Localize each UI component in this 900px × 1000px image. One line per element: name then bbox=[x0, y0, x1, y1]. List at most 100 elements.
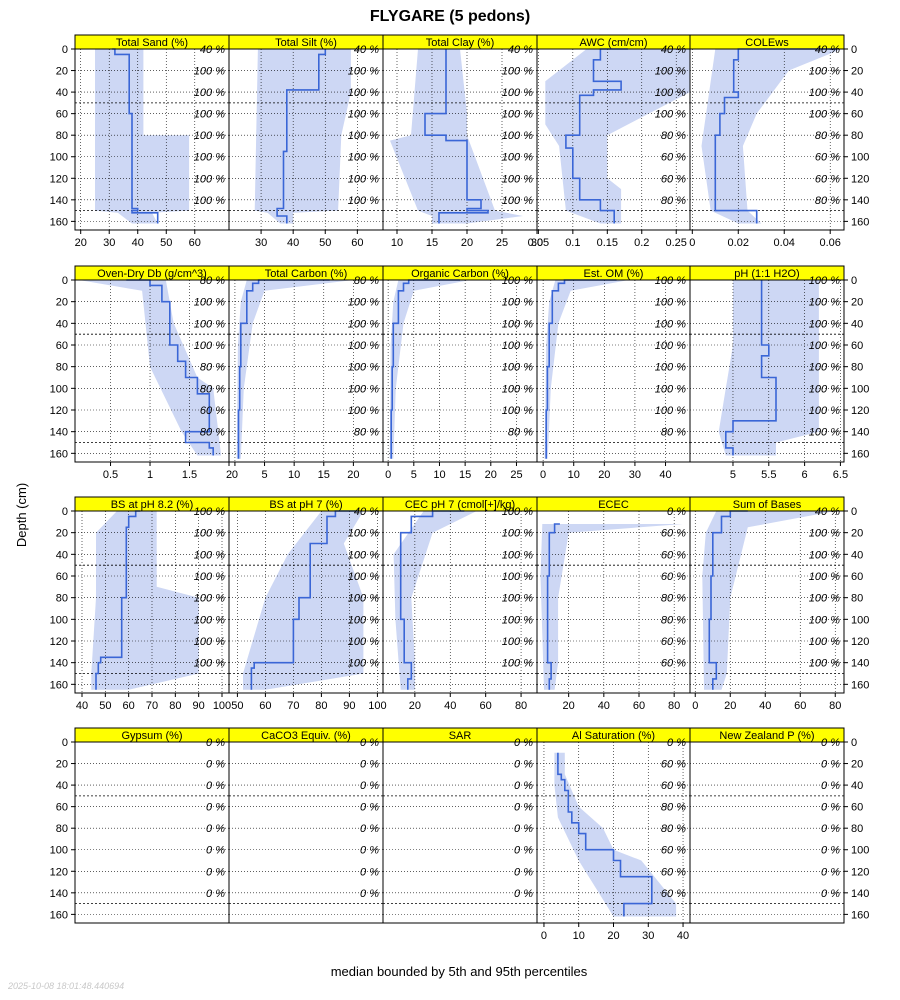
median-line bbox=[714, 48, 838, 224]
pct-label: 100 % bbox=[502, 549, 533, 561]
pct-label: 0 % bbox=[514, 888, 533, 900]
y-tick-label: 160 bbox=[50, 679, 68, 691]
pct-label: 40 % bbox=[354, 506, 379, 518]
pct-label: 100 % bbox=[348, 549, 379, 561]
x-tick-label: 50 bbox=[231, 700, 243, 712]
panel-title: ECEC bbox=[598, 499, 629, 511]
y-tick-label: 100 bbox=[50, 152, 68, 164]
pct-label: 100 % bbox=[502, 340, 533, 352]
y-tick-label: 60 bbox=[851, 571, 863, 583]
pct-label: 0 % bbox=[821, 737, 840, 749]
y-tick-label: 80 bbox=[851, 593, 863, 605]
y-tick-label: 0 bbox=[851, 44, 857, 56]
pct-label: 100 % bbox=[809, 658, 840, 670]
pct-label: 100 % bbox=[502, 109, 533, 121]
panel-title: Organic Carbon (%) bbox=[411, 268, 509, 280]
pct-label: 100 % bbox=[655, 275, 686, 287]
x-tick-label: 0.05 bbox=[528, 237, 549, 249]
y-tick-label: 160 bbox=[50, 216, 68, 228]
pct-label: 100 % bbox=[502, 152, 533, 164]
pct-label: 100 % bbox=[809, 528, 840, 540]
x-tick-label: 60 bbox=[259, 700, 271, 712]
median-line bbox=[399, 510, 465, 690]
pct-label: 100 % bbox=[194, 593, 225, 605]
x-tick-label: 30 bbox=[531, 237, 543, 249]
x-tick-label: 10 bbox=[288, 469, 300, 481]
x-tick-label: 5 bbox=[261, 469, 267, 481]
pct-label: 100 % bbox=[502, 658, 533, 670]
pct-label: 100 % bbox=[809, 549, 840, 561]
x-tick-label: 100 bbox=[213, 700, 231, 712]
pct-label: 80 % bbox=[661, 130, 686, 142]
pct-label: 100 % bbox=[809, 318, 840, 330]
panel-title: BS at pH 7 (%) bbox=[269, 499, 342, 511]
pct-label: 100 % bbox=[348, 614, 379, 626]
y-tick-label: 40 bbox=[56, 780, 68, 792]
pct-label: 100 % bbox=[502, 506, 533, 518]
pct-label: 0 % bbox=[360, 802, 379, 814]
y-tick-label: 20 bbox=[56, 759, 68, 771]
pct-label: 100 % bbox=[655, 109, 686, 121]
y-tick-label: 140 bbox=[50, 658, 68, 670]
percentile-band bbox=[390, 49, 523, 224]
y-tick-label: 80 bbox=[56, 362, 68, 374]
panel-9: Est. OM (%) 100 % 100 % 100 % 100 % 100 % 100 … bbox=[536, 265, 691, 481]
pct-label: 100 % bbox=[348, 340, 379, 352]
panel-title: Gypsum (%) bbox=[121, 730, 182, 742]
pct-label: 0 % bbox=[821, 802, 840, 814]
pct-label: 0 % bbox=[360, 845, 379, 857]
y-tick-label: 20 bbox=[56, 297, 68, 309]
pct-label: 0 % bbox=[514, 780, 533, 792]
pct-label: 0 % bbox=[821, 888, 840, 900]
pct-label: 80 % bbox=[661, 802, 686, 814]
pct-label: 100 % bbox=[502, 66, 533, 78]
panel-frame bbox=[689, 510, 845, 694]
pct-label: 100 % bbox=[502, 318, 533, 330]
x-tick-label: 1.5 bbox=[182, 469, 197, 481]
pct-label: 40 % bbox=[508, 44, 533, 56]
pct-label: 100 % bbox=[502, 405, 533, 417]
pct-label: 0 % bbox=[360, 737, 379, 749]
y-tick-label: 100 bbox=[851, 383, 869, 395]
y-tick-label: 80 bbox=[56, 823, 68, 835]
median-line bbox=[424, 49, 489, 224]
panel-16: Gypsum (%) 0 % 0 % 0 % 0 % 0 % 0 % 0 % 0 % 0 20 40 6… bbox=[50, 727, 230, 924]
pct-label: 100 % bbox=[502, 383, 533, 395]
pct-label: 0 % bbox=[360, 888, 379, 900]
pct-label: 60 % bbox=[661, 845, 686, 857]
median-line bbox=[112, 48, 159, 224]
median-line bbox=[95, 510, 141, 690]
pct-label: 100 % bbox=[348, 528, 379, 540]
panel-title: New Zealand P (%) bbox=[719, 730, 814, 742]
percentile-band bbox=[545, 49, 690, 224]
y-tick-label: 40 bbox=[56, 87, 68, 99]
x-tick-label: 6 bbox=[802, 469, 808, 481]
x-tick-label: 80 bbox=[169, 700, 181, 712]
x-tick-label: 5 bbox=[730, 469, 736, 481]
x-tick-label: 100 bbox=[368, 700, 386, 712]
x-tick-label: 0 bbox=[689, 237, 695, 249]
pct-label: 60 % bbox=[661, 636, 686, 648]
y-tick-label: 120 bbox=[50, 173, 68, 185]
panel-title: Total Sand (%) bbox=[116, 37, 188, 49]
pct-label: 0 % bbox=[206, 823, 225, 835]
pct-label: 100 % bbox=[348, 405, 379, 417]
x-tick-label: 80 bbox=[668, 700, 680, 712]
y-tick-label: 80 bbox=[56, 130, 68, 142]
y-tick-label: 160 bbox=[851, 679, 869, 691]
percentile-band bbox=[236, 280, 354, 459]
x-tick-label: 25 bbox=[510, 469, 522, 481]
y-tick-label: 0 bbox=[62, 506, 68, 518]
x-tick-label: 20 bbox=[563, 700, 575, 712]
y-tick-label: 160 bbox=[851, 909, 869, 921]
y-tick-label: 100 bbox=[851, 614, 869, 626]
median-line bbox=[126, 279, 214, 456]
pct-label: 100 % bbox=[655, 405, 686, 417]
pct-label: 100 % bbox=[194, 173, 225, 185]
x-tick-label: 60 bbox=[480, 700, 492, 712]
y-tick-label: 20 bbox=[851, 66, 863, 78]
y-tick-label: 40 bbox=[56, 318, 68, 330]
pct-label: 100 % bbox=[502, 87, 533, 99]
pct-label: 100 % bbox=[194, 340, 225, 352]
panel-title: Total Clay (%) bbox=[426, 37, 494, 49]
